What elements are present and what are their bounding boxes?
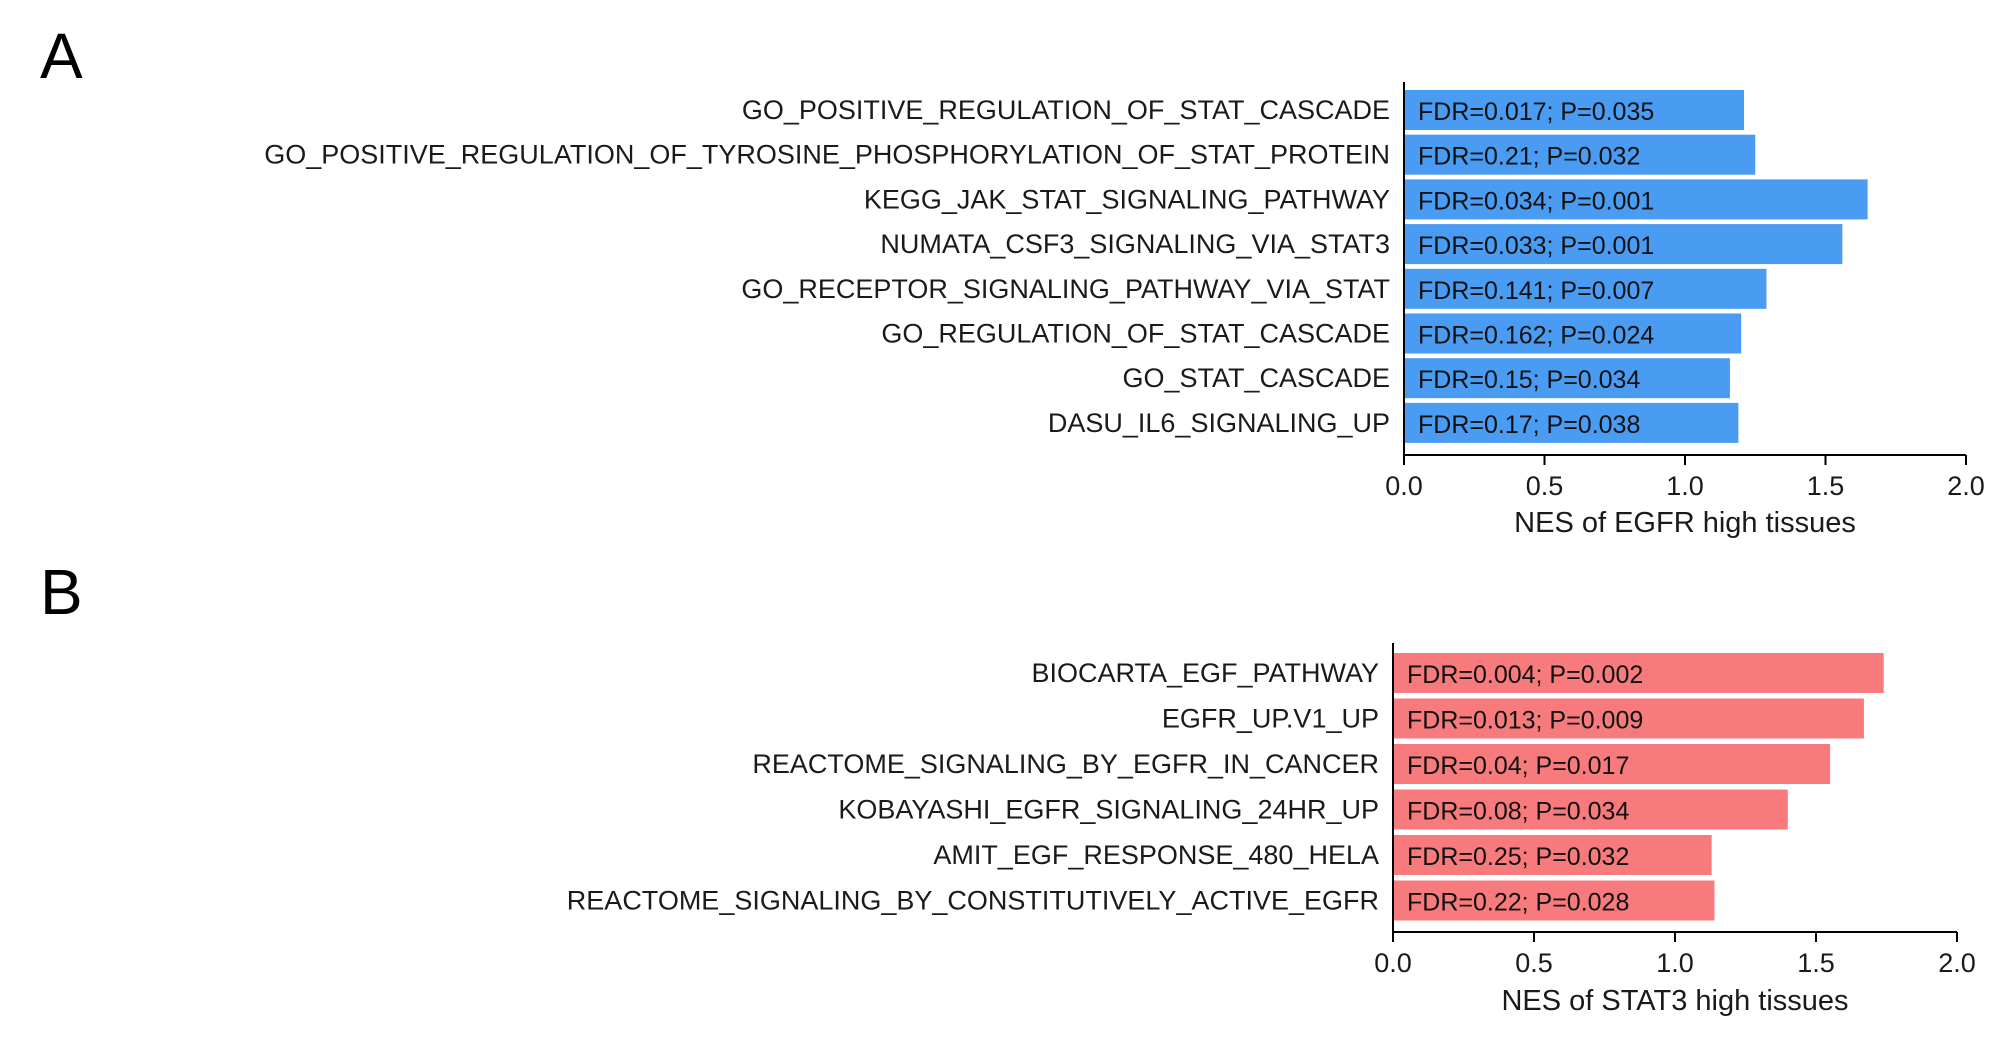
- bar-label: FDR=0.004; P=0.002: [1407, 661, 1643, 689]
- category-label: KEGG_JAK_STAT_SIGNALING_PATHWAY: [864, 184, 1390, 214]
- bar-label: FDR=0.033; P=0.001: [1418, 232, 1654, 260]
- panel-b: B BIOCARTA_EGF_PATHWAY FDR=0.004; P=0.002…: [40, 556, 1976, 1017]
- bar: [1393, 835, 1712, 875]
- category-label: AMIT_EGF_RESPONSE_480_HELA: [933, 840, 1379, 870]
- category-label: NUMATA_CSF3_SIGNALING_VIA_STAT3: [880, 229, 1390, 259]
- bar: [1393, 744, 1831, 784]
- category-label: DASU_IL6_SIGNALING_UP: [1048, 408, 1390, 438]
- x-tick-label: 0.5: [1515, 948, 1553, 978]
- bar: [1404, 90, 1745, 130]
- bar: [1404, 268, 1767, 309]
- category-label: REACTOME_SIGNALING_BY_EGFR_IN_CANCER: [752, 749, 1379, 779]
- bar-label: FDR=0.17; P=0.038: [1418, 411, 1640, 439]
- panel-a: A GO_POSITIVE_REGULATION_OF_STAT_CASCADE…: [40, 20, 1985, 539]
- x-tick-label: 1.5: [1807, 471, 1845, 501]
- x-axis-title: NES of STAT3 high tissues: [1501, 985, 1848, 1017]
- bar-label: FDR=0.034; P=0.001: [1418, 187, 1654, 215]
- category-label: GO_RECEPTOR_SIGNALING_PATHWAY_VIA_STAT: [741, 274, 1390, 304]
- x-tick-label: 0.5: [1526, 471, 1564, 501]
- bar-label: FDR=0.162; P=0.024: [1418, 322, 1654, 350]
- bar-label: FDR=0.21; P=0.032: [1418, 143, 1640, 171]
- x-tick-label: 1.0: [1656, 948, 1694, 978]
- bar-label: FDR=0.22; P=0.028: [1407, 889, 1629, 917]
- x-tick-label: 2.0: [1947, 471, 1985, 501]
- bar-label: FDR=0.013; P=0.009: [1407, 707, 1643, 735]
- x-tick-label: 0.0: [1374, 948, 1412, 978]
- category-label: GO_REGULATION_OF_STAT_CASCADE: [881, 319, 1390, 349]
- bar: [1393, 880, 1715, 921]
- bar: [1393, 789, 1788, 830]
- bar: [1404, 224, 1843, 265]
- x-axis-title: NES of EGFR high tissues: [1514, 507, 1856, 539]
- bar: [1393, 698, 1864, 739]
- category-label: REACTOME_SIGNALING_BY_CONSTITUTIVELY_ACT…: [567, 886, 1379, 916]
- bar: [1404, 402, 1739, 443]
- category-label: EGFR_UP.V1_UP: [1162, 704, 1379, 734]
- bar: [1404, 179, 1868, 220]
- category-label: GO_STAT_CASCADE: [1122, 363, 1390, 393]
- panel-letter-b: B: [40, 556, 83, 628]
- panel-letter-a: A: [40, 20, 83, 92]
- bar-label: FDR=0.141; P=0.007: [1418, 277, 1654, 305]
- bar-label: FDR=0.25; P=0.032: [1407, 843, 1629, 871]
- category-label: GO_POSITIVE_REGULATION_OF_TYROSINE_PHOSP…: [264, 140, 1390, 170]
- category-label: BIOCARTA_EGF_PATHWAY: [1031, 658, 1379, 688]
- x-tick-label: 1.0: [1666, 471, 1704, 501]
- category-label: GO_POSITIVE_REGULATION_OF_STAT_CASCADE: [742, 95, 1390, 125]
- bar: [1404, 358, 1730, 399]
- bar: [1404, 134, 1756, 175]
- bar-label: FDR=0.15; P=0.034: [1418, 366, 1640, 394]
- bar: [1393, 653, 1884, 693]
- x-tick-label: 0.0: [1385, 471, 1423, 501]
- bar-label: FDR=0.08; P=0.034: [1407, 798, 1629, 826]
- bar: [1404, 313, 1742, 354]
- x-tick-label: 1.5: [1797, 948, 1835, 978]
- bar-label: FDR=0.017; P=0.035: [1418, 98, 1654, 126]
- bar-label: FDR=0.04; P=0.017: [1407, 752, 1629, 780]
- x-tick-label: 2.0: [1938, 948, 1976, 978]
- category-label: KOBAYASHI_EGFR_SIGNALING_24HR_UP: [838, 795, 1379, 825]
